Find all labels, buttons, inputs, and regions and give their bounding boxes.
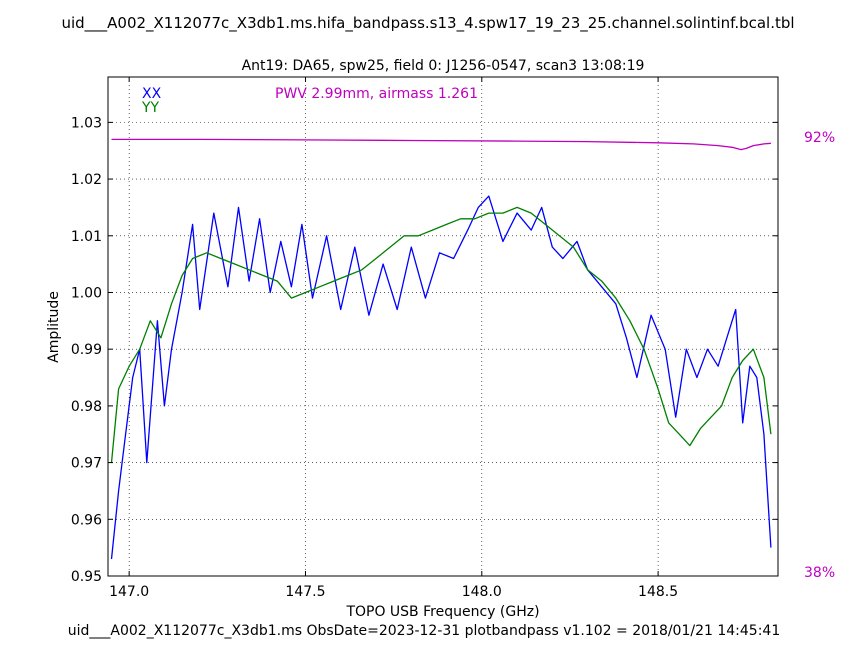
xx-series-line xyxy=(110,195,772,560)
right-axis-top-label: 92% xyxy=(804,130,835,146)
y-tick-label: 0.99 xyxy=(71,342,102,358)
y-tick-label: 0.98 xyxy=(71,399,102,415)
y-tick-label: 0.96 xyxy=(71,512,102,528)
x-tick-label: 148.0 xyxy=(462,584,502,600)
yy-series-line xyxy=(110,206,772,463)
series-layer xyxy=(110,138,772,560)
y-tick-label: 1.02 xyxy=(71,172,102,188)
axis-ticks: 147.0 147.5 148.0 148.5 0.95 0.96 0.97 0.98 0.99… xyxy=(71,77,778,600)
y-tick-label: 0.97 xyxy=(71,456,102,472)
plot-frame xyxy=(107,76,779,577)
pwv-annotation: PWV 2.99mm, airmass 1.261 xyxy=(275,86,478,102)
grid-lines xyxy=(108,77,778,577)
atmosphere-transmission-line xyxy=(111,138,771,151)
legend-xx: XX xyxy=(142,86,162,102)
footer-text: uid___A002_X112077c_X3db1.ms ObsDate=202… xyxy=(68,623,780,639)
x-axis-label: TOPO USB Frequency (GHz) xyxy=(345,604,539,620)
x-tick-label: 147.5 xyxy=(285,584,325,600)
figure-title: uid___A002_X112077c_X3db1.ms.hifa_bandpa… xyxy=(61,14,794,33)
plot-subtitle: Ant19: DA65, spw25, field 0: J1256-0547,… xyxy=(242,58,645,74)
y-tick-label: 1.01 xyxy=(71,229,102,245)
y-tick-label: 1.00 xyxy=(71,285,102,301)
x-tick-label: 148.5 xyxy=(638,584,678,600)
y-tick-label: 0.95 xyxy=(71,569,102,585)
right-axis-bottom-label: 38% xyxy=(804,565,835,581)
y-tick-label: 1.03 xyxy=(71,115,102,131)
legend-yy: YY xyxy=(141,100,160,116)
y-axis-label: Amplitude xyxy=(46,291,62,363)
x-tick-label: 147.0 xyxy=(109,584,149,600)
